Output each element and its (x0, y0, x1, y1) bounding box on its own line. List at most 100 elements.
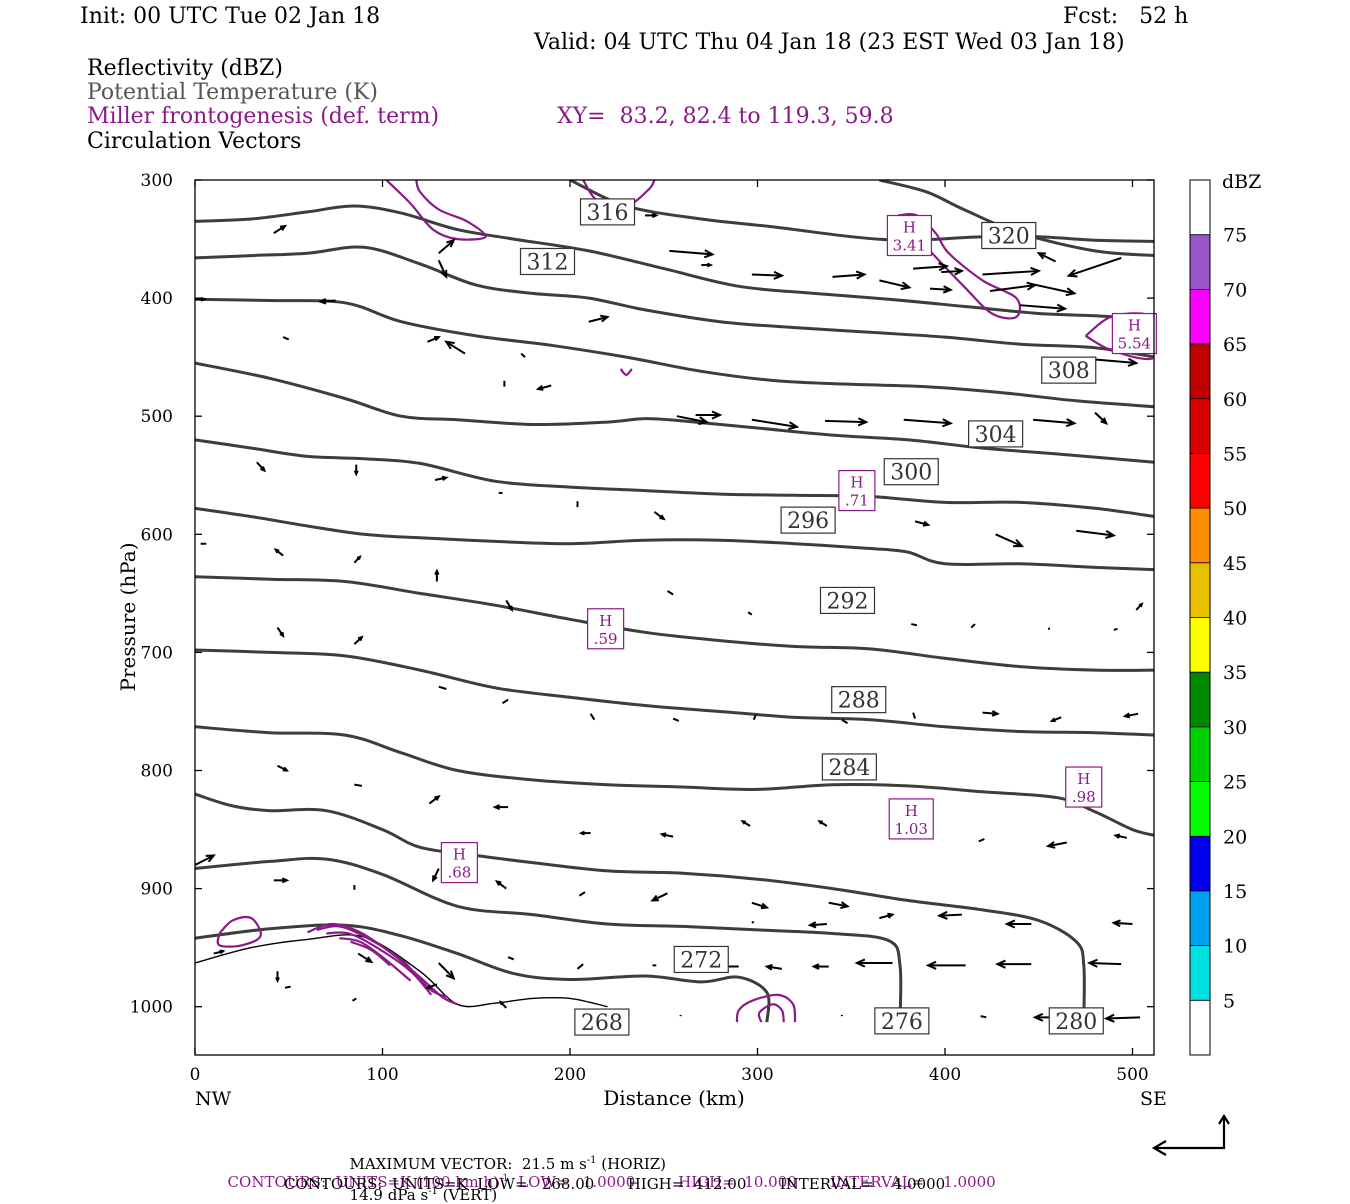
circulation-vector (1135, 602, 1144, 611)
vector-shaft (437, 259, 448, 278)
fronto-units-exp: -1 (498, 1173, 509, 1184)
circulation-vector (669, 249, 715, 259)
vector-head (706, 262, 714, 268)
frontogenesis-max-box (838, 470, 876, 512)
circulation-vector (751, 901, 770, 910)
theta-label-text: 308 (1048, 359, 1090, 384)
x-end-label-se: SE (1140, 1088, 1167, 1110)
vector-head (807, 921, 817, 929)
circulation-vector (817, 819, 828, 827)
reference-vector-icon (1151, 1113, 1230, 1156)
theta-contour-272 (195, 923, 771, 1023)
vector-head (698, 416, 710, 426)
circulation-vector (354, 783, 363, 787)
theta-label-268: 268 (574, 1008, 630, 1036)
vector-shaft (989, 284, 1036, 293)
circulation-vector (1103, 1013, 1141, 1023)
frontogenesis-max-box (1111, 312, 1157, 355)
theta-label-text: 304 (975, 423, 1017, 448)
y-axis-label: Pressure (hPa) (116, 543, 140, 692)
theta-label-text: 312 (527, 250, 569, 275)
circulation-vector (936, 910, 962, 920)
vector-shaft (751, 273, 782, 277)
vector-head (857, 417, 869, 427)
frontogenesis-contour (216, 915, 262, 948)
frontogenesis-contour (735, 993, 797, 1023)
vector-head (740, 819, 747, 825)
frontogenesis-max: H.59 (587, 608, 625, 650)
x-tick-label: 400 (929, 1065, 961, 1085)
circulation-vector (929, 285, 954, 294)
vector-shaft (676, 415, 708, 424)
vector-head (659, 832, 667, 838)
vector-shaft (672, 717, 680, 722)
theta-label-box (874, 1007, 930, 1035)
circulation-vector (914, 520, 931, 527)
vector-head (498, 1000, 504, 1006)
colorbar-label: 70 (1223, 279, 1247, 301)
theta-label-box (819, 586, 876, 615)
theta-label-text: 268 (581, 1011, 623, 1036)
field-potential-temperature: Potential Temperature (K) (87, 80, 378, 105)
theta-label-text: 292 (827, 589, 869, 614)
circulation-vector (434, 475, 449, 482)
circulation-vector (277, 764, 290, 772)
circulation-vector (653, 511, 666, 521)
vector-shaft (576, 963, 584, 970)
circulation-vector (438, 685, 447, 690)
theta-contour-276 (195, 856, 903, 1023)
vector-shaft (1033, 418, 1075, 425)
vector-shaft (751, 418, 798, 428)
circulation-vector (832, 270, 867, 280)
vector-shaft (1031, 282, 1075, 295)
circulation-vector (978, 838, 985, 843)
circulation-vector (578, 891, 586, 897)
vector-shaft (752, 714, 757, 721)
theta-label-308: 308 (1041, 356, 1097, 384)
vector-head (365, 956, 374, 964)
vector-head (817, 819, 823, 825)
circulation-vector (1049, 716, 1062, 723)
theta-label-304: 304 (968, 420, 1024, 448)
vector-head (855, 270, 867, 280)
circulation-vector (1031, 282, 1077, 297)
vector-head (1066, 268, 1078, 278)
vector-head (507, 605, 514, 612)
y-tick-label: 900 (141, 880, 173, 900)
colorbar-title: dBZ (1222, 171, 1261, 193)
vector-shaft (1106, 1016, 1141, 1020)
vector-shaft (1019, 304, 1066, 310)
circulation-vector (273, 548, 284, 557)
frontogenesis-max: H1.03 (888, 798, 934, 840)
vector-head (279, 631, 285, 638)
circulation-vector (879, 912, 895, 920)
circulation-vector (970, 623, 976, 629)
frontogenesis-max-value: .59 (594, 630, 618, 648)
vector-shaft (978, 838, 985, 843)
vector-head (492, 804, 501, 811)
vector-head (200, 296, 207, 302)
circulation-vector (1122, 712, 1139, 719)
vector-shaft (501, 698, 509, 705)
theta-label-box (1048, 1007, 1104, 1035)
colorbar-band (1190, 344, 1210, 399)
theta-contour-info: CONTOURS: UNITS=K LOW= 268.00 HIGH= 412.… (284, 1175, 946, 1193)
vector-head (281, 877, 290, 884)
vector-shaft (320, 299, 336, 303)
y-tick-label: 1000 (130, 998, 173, 1018)
x-tick-label: 500 (1116, 1065, 1148, 1085)
circulation-vector (505, 599, 514, 612)
colorbar-label: 30 (1223, 717, 1247, 739)
frontogenesis-max-h: H (850, 474, 863, 492)
circulation-vector (434, 568, 440, 582)
vector-head (788, 421, 800, 431)
vector-shaft (941, 269, 962, 274)
vector-head (1086, 958, 1098, 968)
vector-shaft (578, 891, 586, 897)
vector-head (434, 795, 441, 801)
vector-shaft (652, 892, 668, 902)
vector-shaft (520, 352, 526, 358)
circulation-vector (752, 714, 757, 721)
frontogenesis-contour (326, 931, 433, 996)
theta-label-text: 276 (881, 1010, 923, 1035)
